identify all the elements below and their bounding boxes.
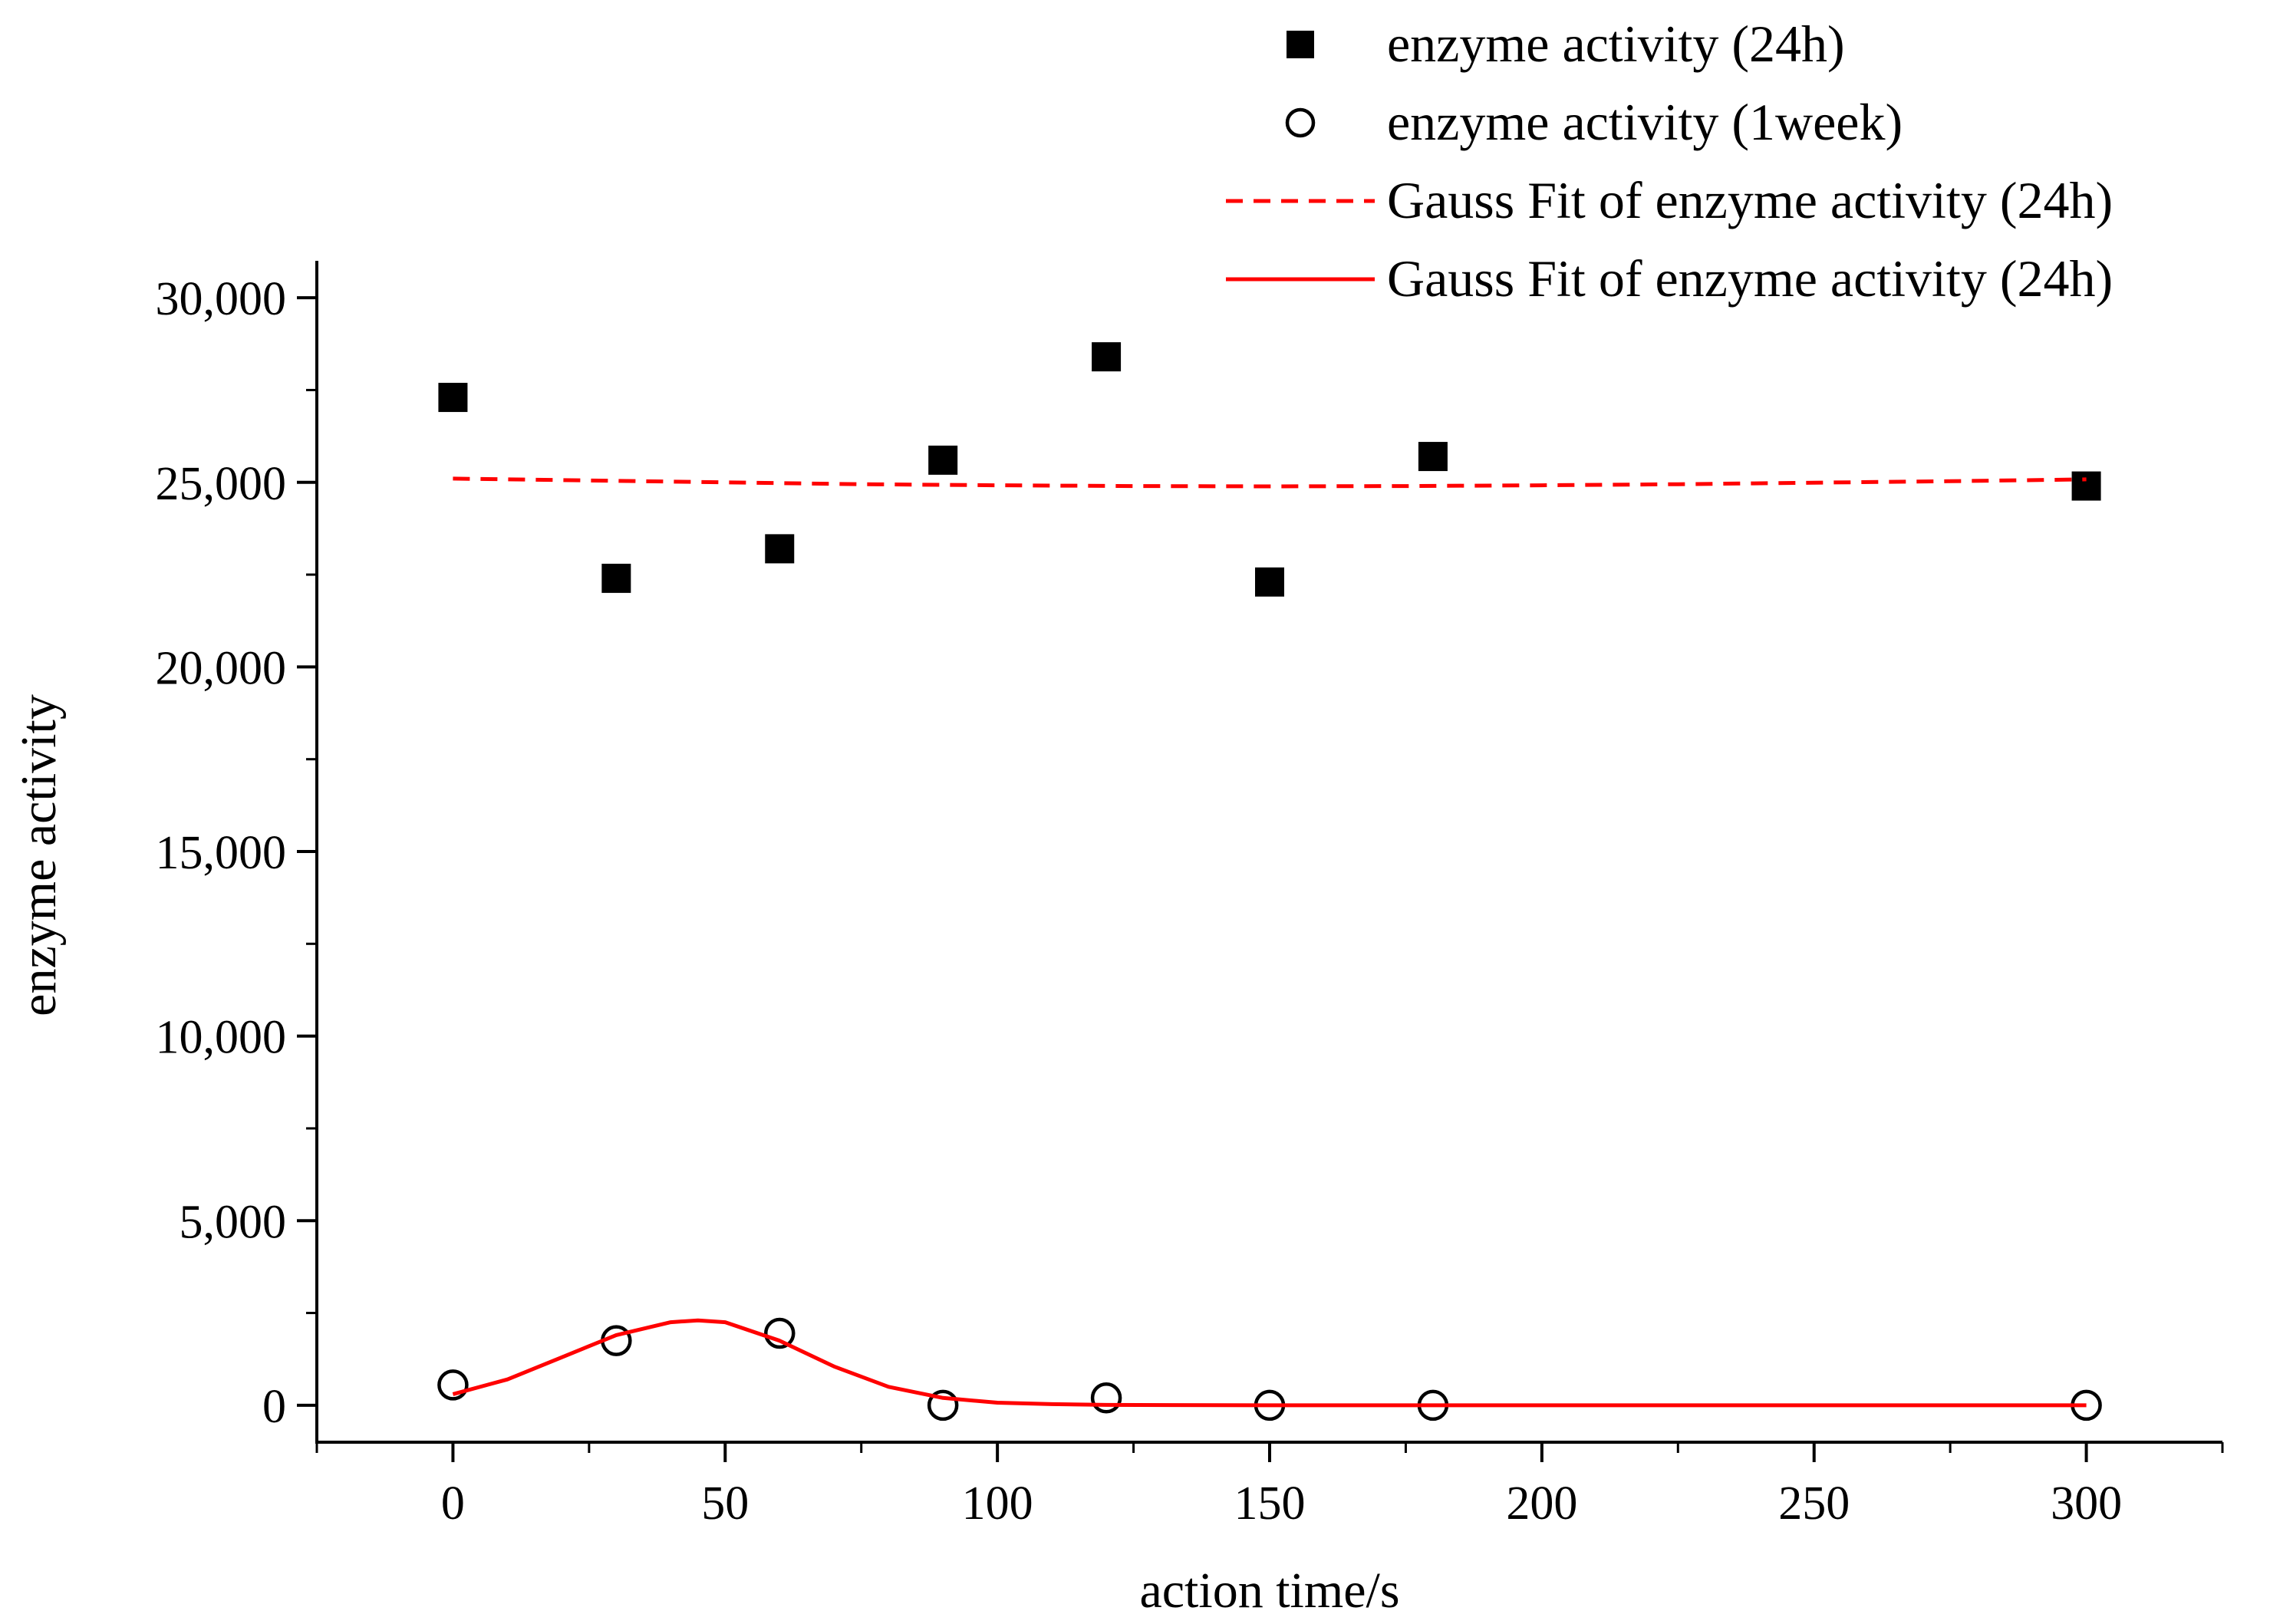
x-tick-label: 50	[701, 1477, 749, 1530]
data-point-square	[1255, 567, 1284, 597]
legend-label: enzyme activity (1week)	[1387, 93, 1903, 151]
y-tick-label: 10,000	[156, 1012, 287, 1064]
fit-line-solid	[452, 1318, 2087, 1408]
legend-label: Gauss Fit of enzyme activity (24h)	[1387, 249, 2113, 308]
legend-swatch-circle	[1285, 107, 1316, 138]
y-tick-label: 5,000	[180, 1196, 287, 1248]
y-tick-label: 15,000	[156, 827, 287, 879]
y-tick-label: 20,000	[156, 642, 287, 694]
x-axis-title: action time/s	[1139, 1563, 1399, 1619]
data-point-square	[438, 383, 468, 413]
x-tick-label: 100	[962, 1477, 1033, 1530]
x-tick-label: 250	[1778, 1477, 1850, 1530]
data-point-square	[601, 563, 631, 593]
axes	[315, 261, 2222, 1444]
series-layer	[437, 342, 2102, 1421]
x-tick-label: 0	[441, 1477, 465, 1530]
series-2	[453, 476, 2087, 489]
y-axis-title: enzyme activity	[11, 694, 67, 1016]
series-0	[438, 342, 2101, 597]
legend: enzyme activity (24h) enzyme activity (1w…	[1226, 15, 2113, 308]
x-tick-label: 200	[1506, 1477, 1577, 1530]
legend-label: Gauss Fit of enzyme activity (24h)	[1387, 171, 2113, 229]
fit-line-dashed	[453, 476, 2087, 489]
data-point-square	[2071, 471, 2101, 501]
data-point-circle	[1090, 1382, 1122, 1414]
data-point-square	[928, 445, 958, 475]
data-point-square	[765, 534, 795, 564]
y-tick-label: 0	[262, 1381, 286, 1433]
data-point-square	[1092, 342, 1122, 372]
ticks: 0 50 100 150 200 250 300 0 5,000 10,000 15,000 20,0…	[156, 273, 2224, 1530]
x-tick-label: 150	[1234, 1477, 1306, 1530]
data-point-square	[1418, 442, 1448, 472]
series-3	[452, 1318, 2087, 1408]
legend-swatch-square	[1287, 31, 1314, 58]
x-tick-label: 300	[2051, 1477, 2122, 1530]
data-point-circle	[437, 1369, 469, 1401]
data-point-circle	[764, 1317, 796, 1349]
legend-label: enzyme activity (24h)	[1387, 15, 1845, 73]
y-tick-label: 30,000	[156, 273, 287, 325]
y-tick-label: 25,000	[156, 458, 287, 510]
